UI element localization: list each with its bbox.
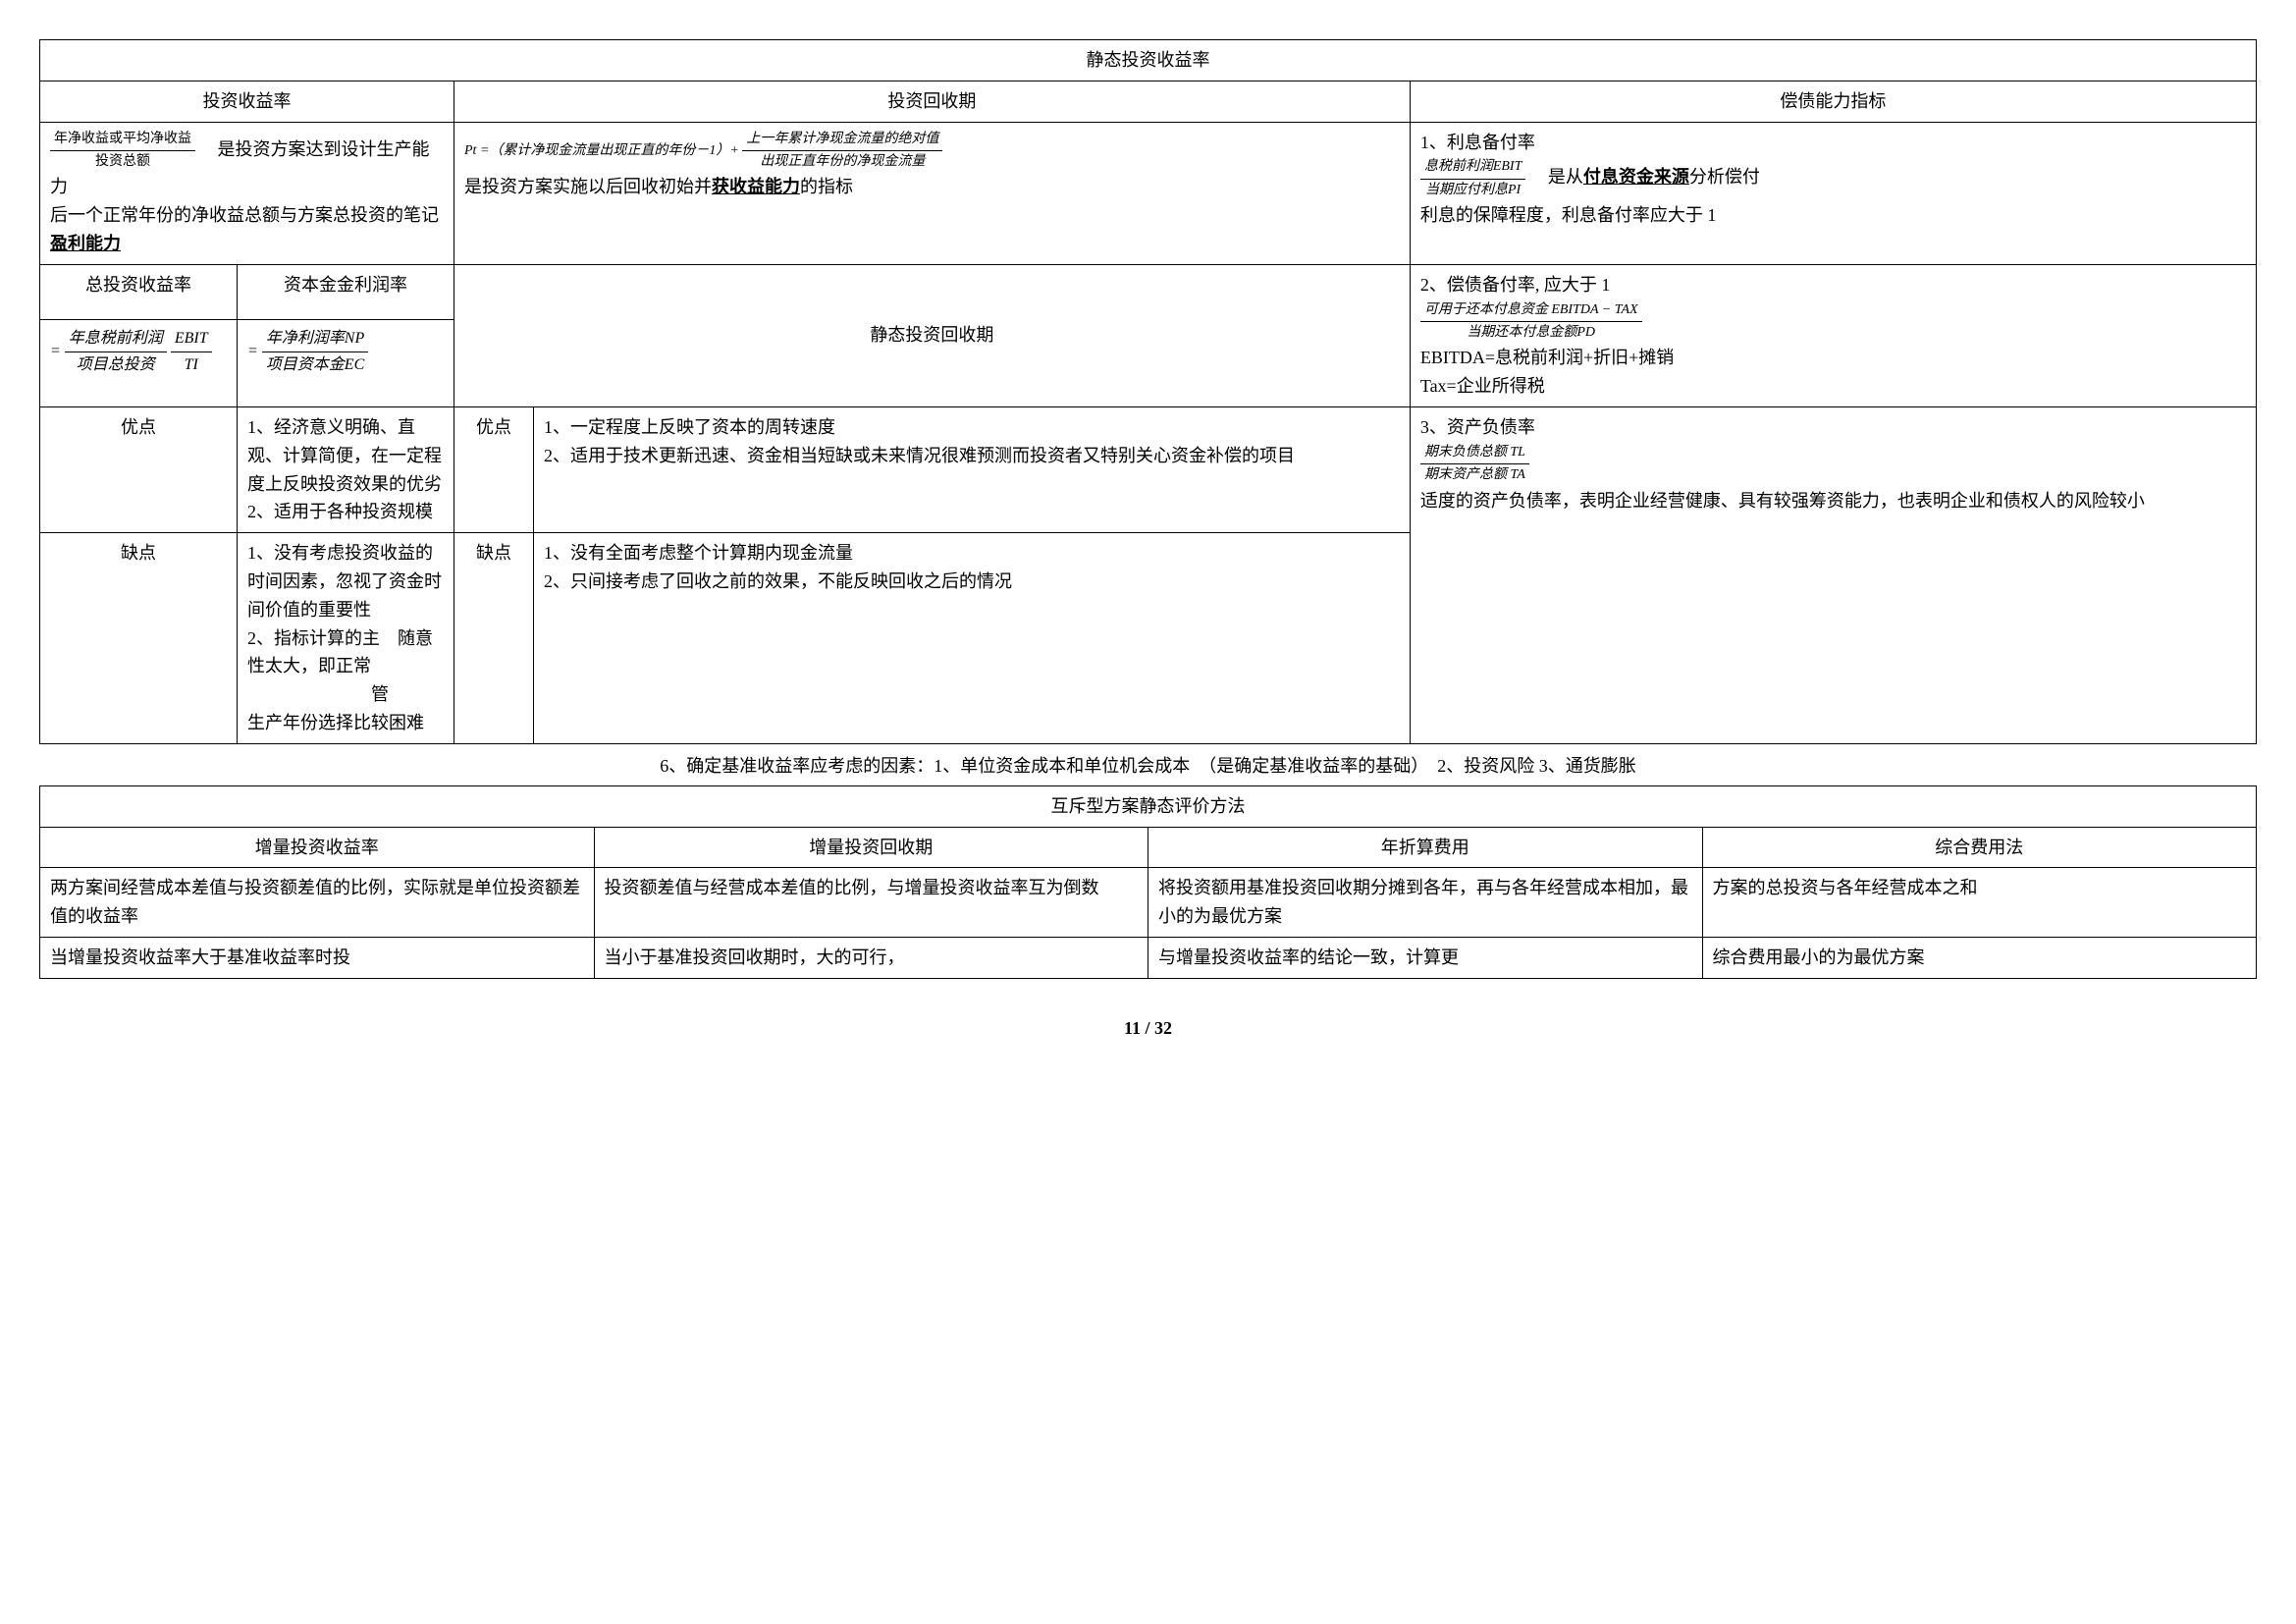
t2-r2c4: 综合费用最小的为最优方案: [1702, 937, 2257, 978]
t2-r1c2: 投资额差值与经营成本差值的比例，与增量投资收益率互为倒数: [594, 868, 1148, 938]
t2-r2c3: 与增量投资收益率的结论一致，计算更: [1148, 937, 1703, 978]
t2-r2c1: 当增量投资收益率大于基准收益率时投: [40, 937, 595, 978]
t2-h4: 综合费用法: [1702, 827, 2257, 868]
col1-desc-cell: 年净收益或平均净收益 投资总额 是投资方案达到设计生产能力 后一个正常年份的净收…: [40, 122, 454, 264]
t2-h1: 增量投资收益率: [40, 827, 595, 868]
col2-adv-h: 优点: [454, 406, 534, 532]
col2-dis-h: 缺点: [454, 533, 534, 744]
col3-r3-cell: 3、资产负债率 期末负债总额 TL 期末资产总额 TA 适度的资产负债率，表明企…: [1410, 406, 2256, 743]
table1-h3: 偿债能力指标: [1410, 81, 2256, 122]
table1-title: 静态投资收益率: [40, 40, 2257, 81]
col3-r3-formula: 期末负债总额 TL 期末资产总额 TA: [1420, 442, 1529, 487]
col1-dis-t: 1、没有考虑投资收益的时间因素，忽视了资金时间价值的重要性 2、指标计算的主 随…: [238, 533, 454, 744]
t2-r1c3: 将投资额用基准投资回收期分摊到各年，再与各年经营成本相加，最小的为最优方案: [1148, 868, 1703, 938]
table-static-investment: 静态投资收益率 投资收益率 投资回收期 偿债能力指标 年净收益或平均净收益 投资…: [39, 39, 2257, 744]
t2-r1c1: 两方案间经营成本差值与投资额差值的比例，实际就是单位投资额差值的收益率: [40, 868, 595, 938]
t2-r1c4: 方案的总投资与各年经营成本之和: [1702, 868, 2257, 938]
note-line: 6、确定基准收益率应考虑的因素：1、单位资金成本和单位机会成本 （是确定基准收益…: [39, 744, 2257, 785]
col3-r2-cell: 2、偿债备付率, 应大于 1 可用于还本付息资金 EBITDA − TAX 当期…: [1410, 264, 2256, 406]
page-number: 11 / 32: [39, 1018, 2257, 1039]
table2-title: 互斥型方案静态评价方法: [40, 785, 2257, 827]
col2-adv-t: 1、一定程度上反映了资本的周转速度 2、适用于技术更新迅速、资金相当短缺或未来情…: [534, 406, 1411, 532]
table1-h1: 投资收益率: [40, 81, 454, 122]
col1-dis-h: 缺点: [40, 533, 238, 744]
col2-formula: Pt =（累计净现金流量出现正直的年份－1）+ 上一年累计净现金流量的绝对值 出…: [464, 143, 942, 158]
col2-sub-h: 静态投资回收期: [454, 264, 1411, 406]
table1-h2: 投资回收期: [454, 81, 1411, 122]
col2-dis-t: 1、没有全面考虑整个计算期内现金流量 2、只间接考虑了回收之前的效果，不能反映回…: [534, 533, 1411, 744]
col1-sub2-h: 资本金金利润率: [238, 264, 454, 320]
col3-r1-cell: 1、利息备付率 息税前利润EBIT 当期应付利息PI 是从付息资金来源分析偿付 …: [1410, 122, 2256, 264]
col1-sub2-formula: = 年净利润率NP 项目资本金EC: [238, 320, 454, 406]
t2-h2: 增量投资回收期: [594, 827, 1148, 868]
col1-sub1-h: 总投资收益率: [40, 264, 238, 320]
t2-h3: 年折算费用: [1148, 827, 1703, 868]
col1-adv-h: 优点: [40, 406, 238, 532]
col1-sub1-formula: = 年息税前利润 项目总投资 EBIT TI: [40, 320, 238, 406]
col3-r2-formula: 可用于还本付息资金 EBITDA − TAX 当期还本付息金额PD: [1420, 299, 1642, 345]
table-mutual-exclusive: 互斥型方案静态评价方法 增量投资收益率 增量投资回收期 年折算费用 综合费用法 …: [39, 785, 2257, 979]
col3-r1-formula: 息税前利润EBIT 当期应付利息PI: [1420, 156, 1526, 201]
t2-r2c2: 当小于基准投资回收期时，大的可行，: [594, 937, 1148, 978]
col1-formula: 年净收益或平均净收益 投资总额: [50, 129, 195, 174]
col1-adv-t: 1、经济意义明确、直观、计算简便，在一定程度上反映投资效果的优劣 2、适用于各种…: [238, 406, 454, 532]
document-page: 静态投资收益率 投资收益率 投资回收期 偿债能力指标 年净收益或平均净收益 投资…: [39, 39, 2257, 1039]
col2-desc-cell: Pt =（累计净现金流量出现正直的年份－1）+ 上一年累计净现金流量的绝对值 出…: [454, 122, 1411, 264]
